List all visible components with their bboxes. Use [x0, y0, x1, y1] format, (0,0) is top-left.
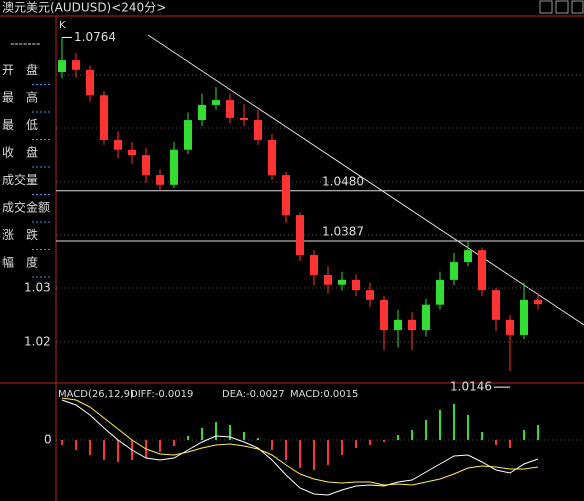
level-label: 1.0480 — [322, 174, 364, 188]
sidebar-label: 收 盘 — [2, 145, 38, 160]
indicator-label: MACD:0.0015 — [290, 389, 358, 400]
candle-body — [254, 120, 262, 141]
high-label: 1.0764 — [74, 30, 116, 44]
candle-body — [128, 149, 136, 156]
sidebar-label: 开 盘 — [2, 62, 38, 77]
indicator-label: DIFF:-0.0019 — [130, 389, 193, 400]
sidebar-label: 最 高 — [2, 90, 38, 105]
candle-body — [450, 262, 458, 280]
candle-body — [212, 100, 220, 105]
macd-line — [61, 397, 539, 486]
candle-body — [100, 95, 108, 141]
candle-body — [72, 60, 80, 70]
candle-body — [184, 120, 192, 150]
macd-title: MACD(26,12,9) — [58, 389, 134, 400]
candle-body — [338, 279, 346, 285]
candle-body — [170, 149, 178, 185]
candle-body — [380, 299, 388, 331]
indicator-label: DEA:-0.0027 — [222, 389, 285, 400]
candle-body — [282, 175, 290, 216]
candle-body — [310, 255, 318, 276]
candle-body — [394, 319, 402, 331]
y-tick-label: 1.02 — [24, 334, 51, 348]
candle-body — [464, 250, 472, 263]
y-tick-label: 0 — [44, 433, 52, 447]
candle-body — [436, 279, 444, 305]
candle-body — [114, 140, 122, 150]
macd-line — [61, 399, 539, 496]
candle-body — [156, 175, 164, 185]
candle-body — [534, 299, 542, 305]
candle-body — [324, 275, 332, 285]
chart-title: 澳元美元(AUDUSD)<240分> — [2, 1, 166, 15]
candle-body — [352, 279, 360, 291]
candle-body — [142, 155, 150, 176]
candle-body — [296, 215, 304, 256]
candle-body — [240, 117, 248, 121]
low-label: 1.0146 — [450, 380, 492, 394]
candle-body — [506, 319, 514, 335]
sidebar-label: 最 低 — [2, 118, 38, 132]
dotted-grid — [56, 74, 584, 236]
candle-body — [492, 290, 500, 320]
candle-body — [408, 319, 416, 331]
candle-body — [268, 140, 276, 176]
sidebar-label: 成交量 — [2, 172, 38, 187]
button[interactable] — [555, 0, 569, 14]
candle-body — [478, 250, 486, 291]
sidebar-label: 幅 度 — [2, 255, 38, 270]
corner-label: K — [59, 20, 66, 31]
button[interactable] — [539, 0, 553, 14]
sidebar-label: 成交金额 — [2, 200, 50, 215]
sidebar-label: 涨 跌 — [2, 227, 38, 242]
candle-body — [520, 299, 528, 335]
trend-line — [147, 34, 584, 326]
button[interactable] — [571, 0, 584, 14]
candle-body — [226, 100, 234, 118]
candle-body — [422, 304, 430, 331]
y-tick-label: 1.03 — [24, 280, 51, 294]
candle-body — [198, 104, 206, 121]
candle-body — [86, 69, 94, 96]
level-label: 1.0387 — [322, 224, 364, 238]
sidebar-label: ------- — [10, 37, 40, 51]
candle-body — [366, 290, 374, 300]
candle-body — [58, 60, 66, 72]
